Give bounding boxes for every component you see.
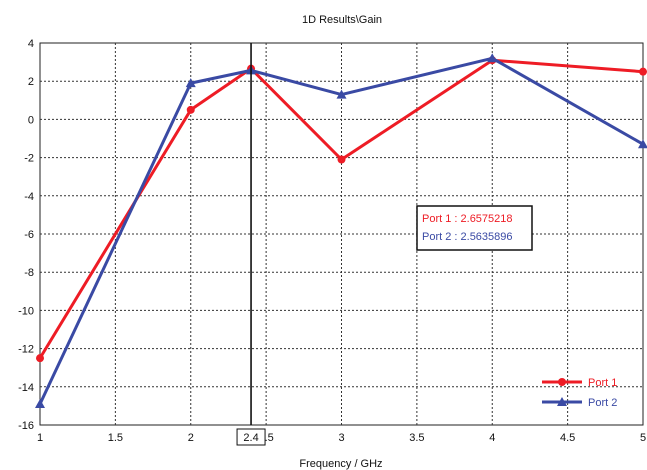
series-layer (35, 53, 647, 408)
legend-marker (557, 397, 567, 406)
readout-line: Port 2 : 2.5635896 (422, 231, 513, 243)
x-axis: 1 1.5 2 2.5 3 3.5 4 4.5 5 (37, 432, 646, 444)
data-point (336, 89, 347, 99)
x-tick-label: 5 (640, 432, 646, 444)
legend-marker (558, 378, 566, 386)
data-point (638, 139, 647, 149)
data-point (185, 78, 196, 88)
legend-label: Port 2 (588, 397, 617, 409)
series-line (38, 56, 644, 405)
y-tick-label: 2 (28, 76, 34, 88)
readout-box: Port 1 : 2.6575218 Port 2 : 2.5635896 (416, 205, 533, 251)
legend-label: Port 1 (588, 377, 617, 389)
x-tick-label: 3.5 (409, 432, 424, 444)
data-point (186, 105, 195, 114)
x-tick-label: 3 (338, 432, 344, 444)
x-tick-label: 2 (188, 432, 194, 444)
x-tick-label: 1 (37, 432, 43, 444)
y-tick-label: 4 (28, 38, 34, 50)
y-tick-label: 0 (28, 114, 34, 126)
y-tick-label: -4 (24, 191, 34, 203)
legend: Port 1 Port 2 (542, 377, 617, 409)
y-tick-label: -10 (18, 305, 34, 317)
data-point (35, 398, 45, 408)
cursor-label: 2.4 (243, 432, 258, 444)
y-tick-label: -14 (18, 382, 34, 394)
y-tick-label: -2 (24, 153, 34, 165)
x-tick-label: 1.5 (108, 432, 123, 444)
y-axis: 4 2 0 -2 -4 -6 -8 -10 -12 -14 -16 (18, 38, 34, 432)
data-point (337, 155, 346, 164)
readout-line: Port 1 : 2.6575218 (422, 213, 513, 225)
cursor-label-box (236, 428, 266, 446)
y-tick-label: -16 (18, 420, 34, 432)
data-point (36, 354, 44, 363)
legend-item: Port 2 (542, 397, 617, 409)
y-tick-label: -8 (24, 267, 34, 279)
x-axis-label: Frequency / GHz (299, 458, 382, 470)
chart-title: 1D Results\Gain (302, 14, 382, 26)
series-line (38, 58, 644, 359)
y-tick-label: -12 (18, 344, 34, 356)
y-tick-label: -6 (24, 229, 34, 241)
data-point (639, 67, 647, 76)
readout-frame (416, 205, 533, 251)
data-point (487, 53, 498, 63)
cursor-layer[interactable]: 2.4 Port 1 : 2.6575218 Port 2 : 2.5635896 (236, 43, 533, 446)
legend-item: Port 1 (542, 377, 617, 389)
x-tick-label: 4.5 (560, 432, 575, 444)
x-tick-label: 4 (489, 432, 495, 444)
